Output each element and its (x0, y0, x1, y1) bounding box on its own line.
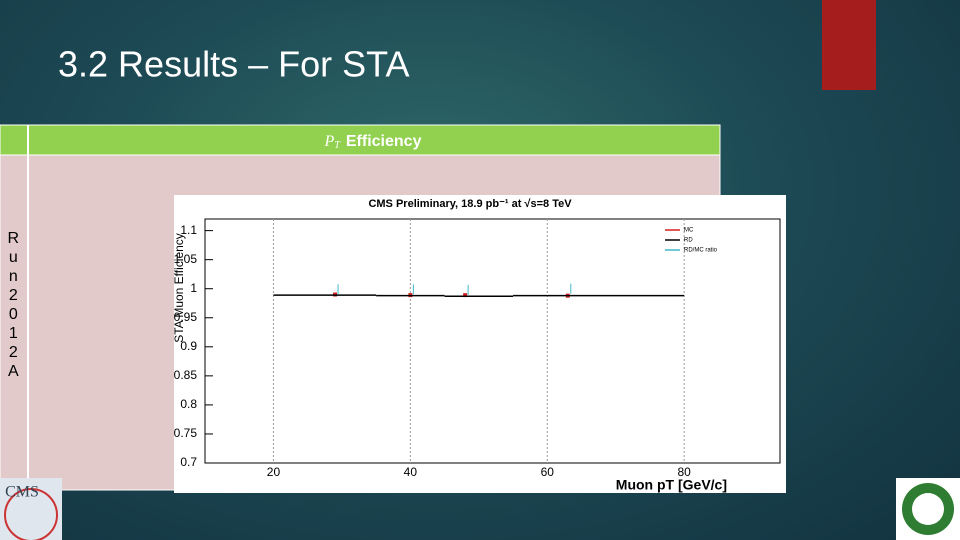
x-tick-label: 20 (267, 465, 281, 479)
table-header (0, 124, 721, 156)
x-axis-title: Muon pT [GeV/c] (616, 477, 727, 493)
slide-title: 3.2 Results – For STA (58, 44, 409, 85)
header-text: Efficiency (346, 133, 422, 150)
y-tick-label: 0.9 (180, 339, 197, 353)
y-tick-label: 1.1 (180, 223, 197, 237)
cms-logo-ring (4, 488, 58, 540)
row-label: Run2012A (5, 230, 22, 382)
cms-logo-text: CMS (5, 484, 39, 501)
y-tick-label: 0.95 (174, 310, 198, 324)
y-tick-label: 1 (190, 281, 197, 295)
legend-label: MC (684, 228, 694, 234)
y-axis-title: STA Muon Efficiency (172, 233, 186, 343)
header-symbol: P (324, 133, 335, 150)
chart-title: CMS Preliminary, 18.9 pb⁻¹ at √s=8 TeV (368, 198, 572, 210)
legend-label: RD (684, 238, 693, 244)
univ-logo-center (912, 493, 944, 525)
plot-frame (204, 218, 781, 464)
header-subscript: T (334, 140, 341, 151)
y-tick-label: 0.85 (174, 368, 198, 382)
x-tick-label: 80 (677, 465, 691, 479)
university-logo (896, 478, 960, 540)
chart-image (174, 195, 786, 493)
y-tick-label: 0.7 (180, 455, 197, 469)
y-tick-label: 1.05 (174, 252, 198, 266)
x-tick-label: 60 (541, 465, 555, 479)
accent-bar (822, 0, 876, 90)
cms-logo: CMS (0, 478, 62, 540)
x-tick-label: 40 (404, 465, 418, 479)
table-header-text: PT Efficiency (324, 133, 422, 152)
legend-label: RD/MC ratio (684, 248, 718, 254)
y-tick-label: 0.8 (180, 397, 197, 411)
point (463, 293, 468, 298)
y-tick-label: 0.75 (174, 426, 198, 440)
